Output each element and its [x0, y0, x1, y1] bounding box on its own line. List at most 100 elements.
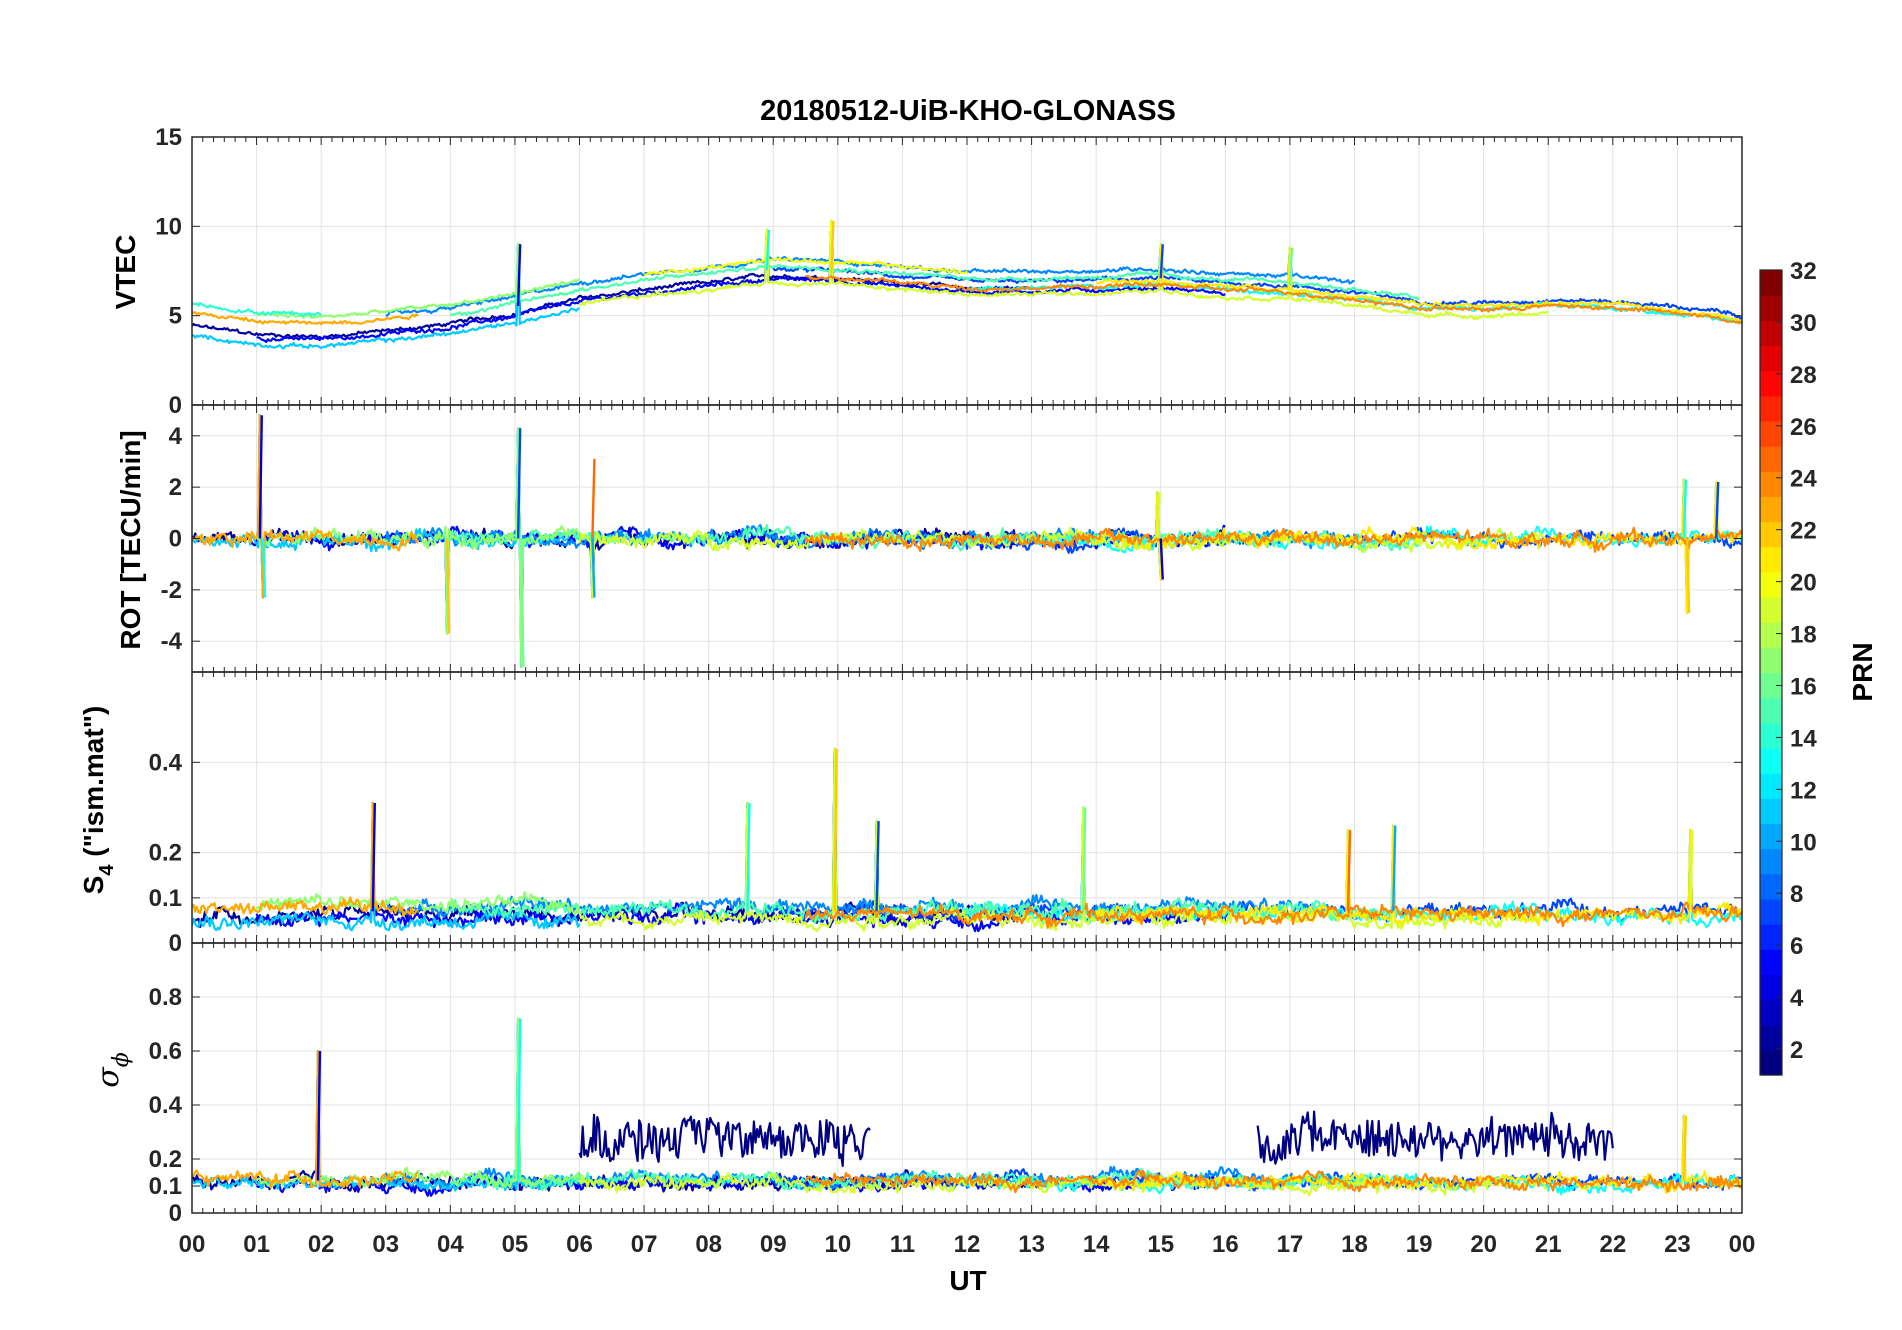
- x-tick-label: 02: [308, 1231, 335, 1258]
- colorbar-band: [1760, 873, 1782, 900]
- event-spike: [258, 415, 264, 539]
- series-line-prn-11: [192, 243, 580, 350]
- y-tick-label: -4: [161, 628, 183, 655]
- colorbar-band: [1760, 773, 1782, 799]
- y-tick-label: 0: [169, 392, 182, 419]
- colorbar-band: [1760, 496, 1782, 523]
- x-tick-label: 03: [372, 1231, 399, 1258]
- series-line-prn-23: [192, 1049, 419, 1189]
- event-spike: [316, 1050, 322, 1181]
- y-tick-label: 0.2: [149, 840, 182, 867]
- colorbar-band: [1760, 823, 1782, 850]
- event-spike: [1685, 538, 1691, 613]
- colorbar-band: [1760, 370, 1782, 397]
- series-line-prn-19: [578, 219, 1549, 321]
- sigphi-ylabel-sub: ϕ: [109, 1052, 134, 1067]
- colorbar-tick-label: 20: [1790, 570, 1817, 597]
- event-spike: [1288, 247, 1294, 286]
- y-tick-label: 0: [169, 1200, 182, 1227]
- x-tick-label: 07: [631, 1231, 658, 1258]
- colorbar-band: [1760, 672, 1782, 699]
- colorbar-band: [1760, 697, 1782, 724]
- event-spike: [516, 1018, 522, 1181]
- colorbar-tick-label: 8: [1790, 881, 1803, 908]
- colorbar-band: [1760, 446, 1782, 472]
- s4-ylabel: S4 ("ism.mat"): [78, 706, 118, 895]
- y-tick-label: 0.2: [149, 1146, 182, 1173]
- chart-title: 20180512-UiB-KHO-GLONASS: [760, 95, 1176, 127]
- series-line-prn-17: [255, 801, 581, 916]
- series-line-prn-14: [192, 301, 322, 318]
- y-tick-label: 0: [169, 930, 182, 957]
- y-tick-label: 15: [155, 124, 182, 151]
- colorbar-label: PRN: [1847, 642, 1878, 701]
- colorbar-band: [1760, 295, 1782, 321]
- s4-ylabel-rest: ("ism.mat"): [78, 706, 109, 865]
- colorbar-band: [1760, 848, 1782, 875]
- x-axis-tick-labels: 00 01 02 03 04 05 06 07 08 09 10 11 12 13 14 15 16 17 18 19…: [179, 1231, 1756, 1258]
- colorbar-tick-label: 12: [1790, 777, 1817, 804]
- colorbar-tick-label: 4: [1790, 985, 1804, 1012]
- y-tick-label: 0.4: [149, 1092, 183, 1119]
- series-line-prn-24: [804, 901, 1742, 929]
- colorbar-band: [1760, 471, 1782, 498]
- series-line-prn-19: [578, 747, 1549, 933]
- series-line-prn-11: [192, 414, 581, 669]
- x-tick-label: 20: [1470, 1231, 1497, 1258]
- colorbar-tick-label: 10: [1790, 829, 1817, 856]
- event-spike: [765, 229, 770, 270]
- x-tick-label: 01: [243, 1231, 270, 1258]
- colorbar-band: [1760, 270, 1782, 296]
- x-axis-label: UT: [949, 1265, 986, 1296]
- colorbar-tick-label: 18: [1790, 622, 1817, 649]
- event-spike: [1082, 807, 1087, 912]
- colorbar-band: [1760, 395, 1782, 422]
- panel-sigphi: 00.10.2 0.4 0.6 0.8 σϕ: [91, 942, 1743, 1227]
- panel-s4: 0 0.1 0.2 0.4 S4 ("ism.mat"): [78, 671, 1743, 957]
- event-spike: [1392, 825, 1397, 912]
- x-tick-label: 00: [179, 1231, 206, 1258]
- x-tick-label: 16: [1212, 1231, 1239, 1258]
- event-spike: [1689, 830, 1694, 912]
- y-tick-label: 0.4: [149, 749, 183, 776]
- event-spike: [1346, 830, 1352, 912]
- colorbar-band: [1760, 747, 1782, 774]
- colorbar-band: [1760, 898, 1782, 925]
- colorbar-band: [1760, 1024, 1782, 1051]
- x-tick-label: 05: [502, 1231, 529, 1258]
- event-spike: [830, 220, 835, 271]
- event-spike: [1682, 1115, 1688, 1181]
- event-spike: [1159, 244, 1164, 279]
- y-tick-label: 0.1: [149, 885, 182, 912]
- y-tick-label: 0.6: [149, 1038, 182, 1065]
- colorbar-band: [1760, 320, 1782, 347]
- series-line-prn-17: [256, 243, 580, 319]
- panel-vtec: 0 5 10 15 VTEC: [110, 124, 1743, 419]
- colorbar-band: [1760, 647, 1782, 674]
- series-line-prn-24: [805, 274, 1742, 325]
- event-spike: [746, 802, 751, 912]
- colorbar-band: [1760, 722, 1782, 749]
- x-tick-label: 09: [760, 1231, 787, 1258]
- event-spike: [1159, 538, 1164, 580]
- series-line-prn-24: [804, 526, 1742, 553]
- x-tick-label: 17: [1277, 1231, 1304, 1258]
- s4-ylabel-sub: 4: [96, 864, 118, 876]
- x-tick-label: 22: [1599, 1231, 1626, 1258]
- colorbar-band: [1760, 521, 1782, 548]
- event-spike: [591, 458, 596, 539]
- x-tick-label: 06: [566, 1231, 593, 1258]
- y-tick-label: 10: [155, 213, 182, 240]
- rot-ylabel: ROT [TECU/min]: [115, 430, 146, 649]
- event-spike: [261, 538, 267, 598]
- colorbar-tick-label: 26: [1790, 414, 1817, 441]
- x-tick-label: 19: [1406, 1231, 1433, 1258]
- y-tick-label: 2: [169, 474, 182, 501]
- y-tick-label: 4: [169, 423, 183, 450]
- event-spike: [445, 538, 451, 634]
- x-tick-label: 10: [824, 1231, 851, 1258]
- x-tick-label: 08: [695, 1231, 722, 1258]
- colorbar-tick-label: 22: [1790, 518, 1817, 545]
